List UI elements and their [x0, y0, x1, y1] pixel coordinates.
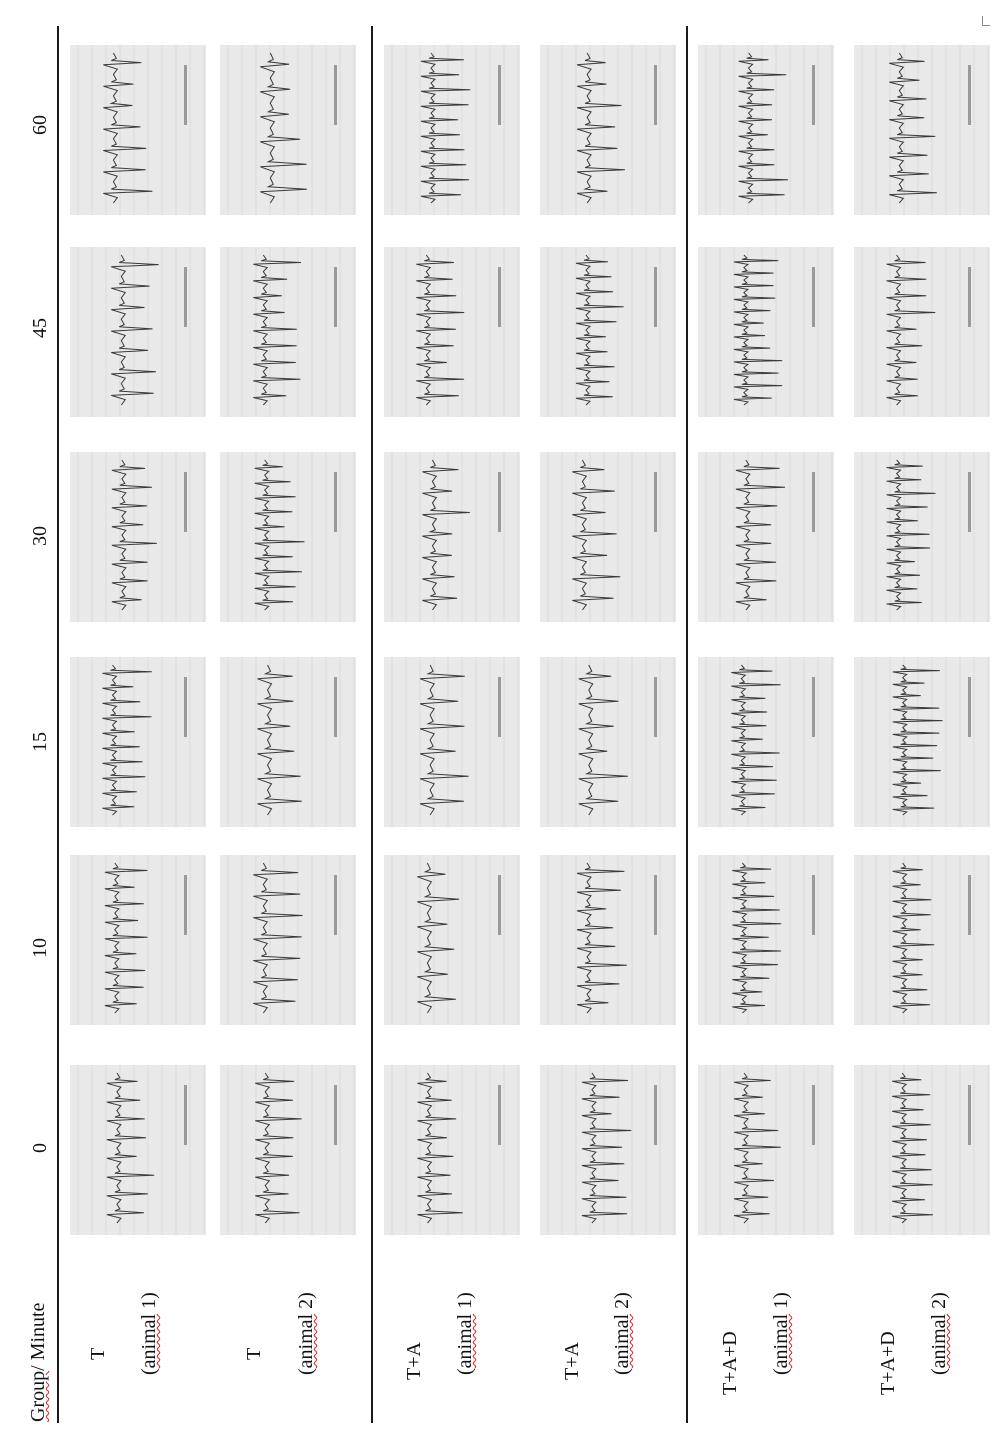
group-label: T [243, 1347, 265, 1360]
animal-label: (animal 1) [770, 1292, 792, 1375]
divider-line [686, 26, 688, 1423]
ecg-strip-image [70, 657, 206, 827]
ecg-strip-image [698, 1065, 834, 1235]
ecg-strip-image [384, 45, 520, 215]
ecg-strip-image [854, 452, 990, 622]
ecg-strip-image [220, 855, 356, 1025]
animal-label: (animal 1) [138, 1292, 160, 1375]
ecg-strip-image [384, 1065, 520, 1235]
minute-label: 10 [29, 938, 51, 958]
minute-label: 15 [29, 732, 51, 752]
ecg-strip-image [540, 855, 676, 1025]
minute-label: 45 [29, 318, 51, 338]
minute-label: 60 [29, 115, 51, 135]
divider-line [57, 26, 59, 1423]
ecg-strip-image [854, 45, 990, 215]
ecg-strip-image [384, 855, 520, 1025]
minute-word: / Minute [27, 1302, 49, 1371]
ecg-strip-image [698, 452, 834, 622]
minute-label: 0 [29, 1143, 51, 1153]
ecg-strip-image [384, 452, 520, 622]
ecg-strip-image [220, 657, 356, 827]
ecg-strip-image [540, 247, 676, 417]
ecg-strip-image [70, 247, 206, 417]
divider-line [371, 26, 373, 1423]
ecg-strip-image [384, 657, 520, 827]
ecg-strip-image [220, 45, 356, 215]
ecg-strip-image [220, 452, 356, 622]
animal-label: (animal 2) [611, 1292, 633, 1375]
ecg-strip-image [70, 45, 206, 215]
group-minute-header: Group/ Minute [27, 1302, 49, 1422]
ecg-strip-image [70, 1065, 206, 1235]
animal-label: (animal 1) [454, 1292, 476, 1375]
ecg-strip-image [854, 247, 990, 417]
group-label: T+A+D [719, 1331, 741, 1395]
ecg-strip-image [698, 657, 834, 827]
ecg-strip-image [384, 247, 520, 417]
ecg-strip-image [698, 855, 834, 1025]
ecg-strip-image [698, 247, 834, 417]
group-word: Group [27, 1370, 49, 1422]
group-label: T+A [561, 1342, 583, 1380]
ecg-strip-image [854, 657, 990, 827]
ecg-strip-image [854, 1065, 990, 1235]
ecg-strip-image [70, 855, 206, 1025]
animal-label: (animal 2) [295, 1292, 317, 1375]
group-label: T+A+D [877, 1331, 899, 1395]
group-label: T+A [403, 1342, 425, 1380]
animal-label: (animal 2) [928, 1292, 950, 1375]
ecg-strip-image [854, 855, 990, 1025]
ecg-strip-image [70, 452, 206, 622]
ecg-strip-image [220, 247, 356, 417]
ecg-strip-image [540, 452, 676, 622]
corner-mark [982, 16, 990, 26]
ecg-strip-image [220, 1065, 356, 1235]
minute-label: 30 [29, 526, 51, 546]
ecg-strip-image [698, 45, 834, 215]
ecg-strip-image [540, 657, 676, 827]
group-label: T [87, 1347, 109, 1360]
ecg-strip-image [540, 1065, 676, 1235]
ecg-strip-image [540, 45, 676, 215]
